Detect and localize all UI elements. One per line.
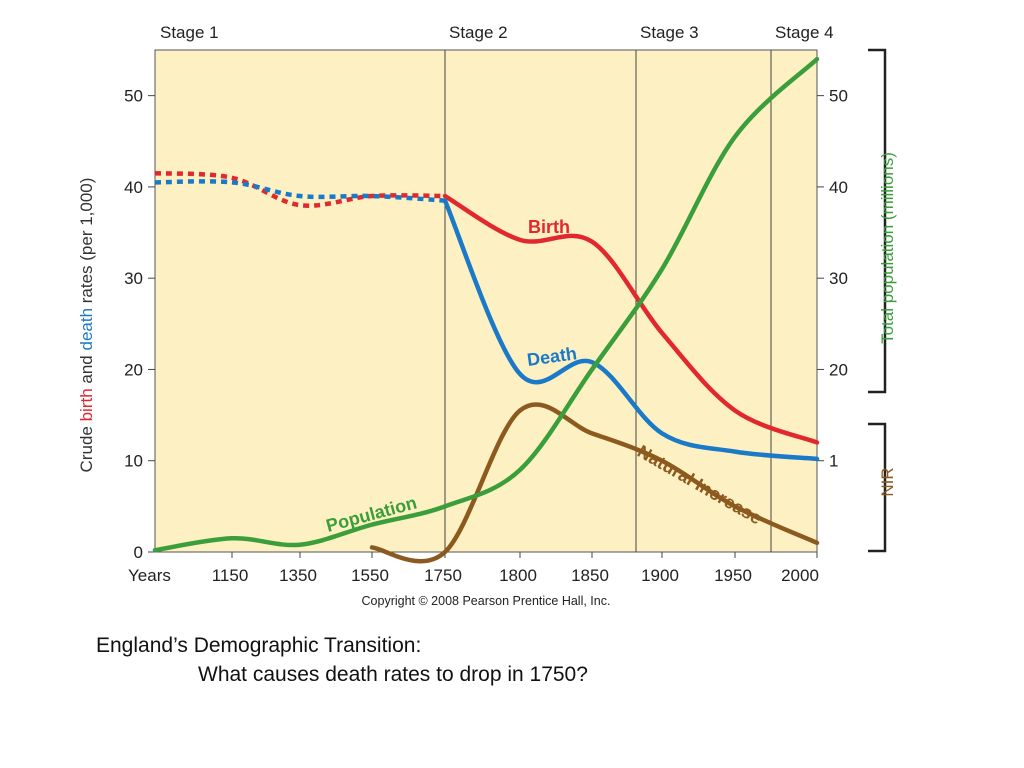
left-tick-label: 0: [134, 543, 143, 562]
left-tick-label: 30: [124, 269, 143, 288]
stage-label: Stage 2: [449, 23, 508, 42]
x-tick-label: 1550: [351, 566, 389, 585]
left-tick-label: 50: [124, 87, 143, 106]
x-tick-label: Years: [128, 566, 171, 585]
series-line: [369, 402, 820, 564]
series-line: [442, 193, 820, 445]
x-tick-label: 1350: [279, 566, 317, 585]
x-tick-label: 1950: [714, 566, 752, 585]
series-line-stage1: [154, 179, 446, 203]
right-tick-label: 1: [829, 452, 838, 471]
x-axis-ticks: Years 1150 1350 1550 1750 1800 1850 1900 1950 200…: [128, 552, 819, 585]
x-tick-label: 1900: [641, 566, 679, 585]
right-tick-label: 20: [829, 360, 848, 379]
right-y-axis-ticks: 20 30 40 50 1: [817, 87, 848, 471]
population-axis-label: Total population (millions): [878, 152, 897, 344]
series-layer: [152, 56, 820, 564]
stage-label: Stage 3: [640, 23, 699, 42]
x-tick-label: 1850: [571, 566, 609, 585]
x-tick-label: 2000: [781, 566, 819, 585]
left-y-axis-label: Crude birth and death rates (per 1,000): [77, 178, 96, 473]
series-line: [152, 56, 820, 553]
series-label: Birth: [528, 217, 570, 237]
right-tick-label: 50: [829, 87, 848, 106]
x-tick-label: 1750: [424, 566, 462, 585]
x-tick-label: 1150: [212, 566, 249, 585]
nir-bracket: [868, 422, 887, 553]
stage-label: Stage 4: [775, 23, 834, 42]
caption-title: England’s Demographic Transition:: [96, 634, 422, 657]
right-tick-label: 30: [829, 269, 848, 288]
series-line: [442, 198, 820, 462]
stage-labels: Stage 1 Stage 2 Stage 3 Stage 4: [160, 23, 834, 42]
x-tick-label: 1800: [499, 566, 537, 585]
copyright-text: Copyright © 2008 Pearson Prentice Hall, …: [362, 594, 611, 608]
left-y-axis-ticks: 0 10 20 30 40 50: [124, 87, 155, 562]
stage-label: Stage 1: [160, 23, 219, 42]
stage-dividers: [444, 50, 772, 552]
left-tick-label: 10: [124, 452, 143, 471]
right-tick-label: 40: [829, 178, 848, 197]
left-tick-label: 40: [124, 178, 143, 197]
left-tick-label: 20: [124, 360, 143, 379]
caption-question: What causes death rates to drop in 1750?: [198, 663, 588, 686]
demographic-transition-chart: Stage 1 Stage 2 Stage 3 Stage 4 0 10 20 30 40 50…: [77, 23, 897, 608]
nir-axis-label: NIR: [878, 467, 897, 496]
population-bracket: [868, 48, 887, 394]
